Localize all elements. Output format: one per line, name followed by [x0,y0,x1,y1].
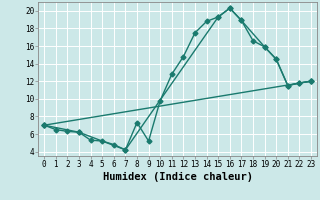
X-axis label: Humidex (Indice chaleur): Humidex (Indice chaleur) [103,172,252,182]
